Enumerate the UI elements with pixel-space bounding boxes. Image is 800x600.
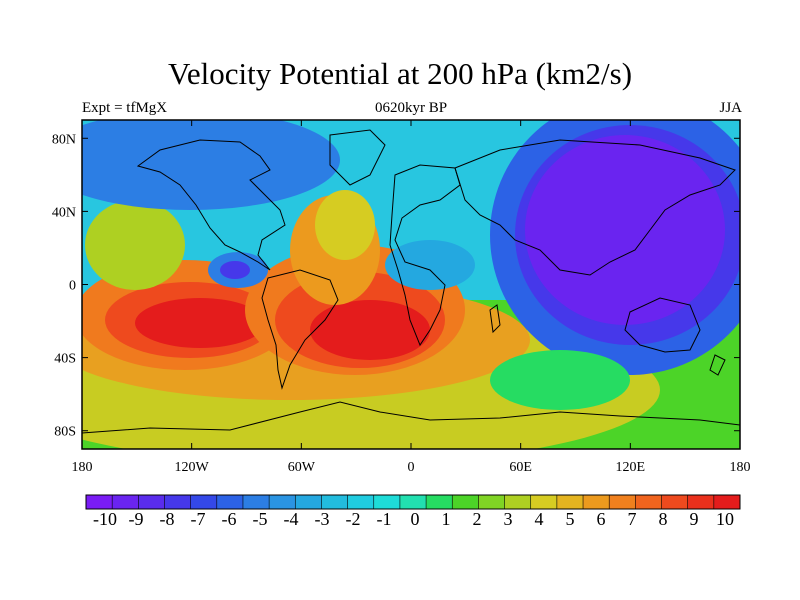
colorbar-swatch — [347, 495, 375, 509]
colorbar-swatch — [269, 495, 296, 509]
coastlines — [82, 129, 740, 434]
colorbar-swatch — [426, 495, 453, 509]
lat-label: 80S — [54, 425, 76, 440]
eurasia-coast — [454, 139, 736, 276]
colorbar-swatch — [661, 495, 689, 509]
lat-label: 40S — [54, 352, 76, 367]
atlantic-tongue-tip — [315, 190, 375, 260]
colorbar-label: -7 — [191, 509, 206, 529]
colorbar-swatch — [216, 495, 244, 509]
colorbar-swatch — [687, 495, 715, 509]
colorbar-label: 3 — [504, 509, 513, 529]
east-pacific-anomaly-core — [135, 298, 265, 348]
colorbar-swatch — [452, 495, 479, 509]
lon-label: 0 — [408, 460, 415, 475]
colorbar-frame — [85, 494, 741, 510]
africa-negative-anomaly — [385, 240, 475, 290]
colorbar-swatch — [373, 495, 401, 509]
tick-marks — [81, 120, 741, 449]
colorbar-label: 10 — [716, 509, 734, 529]
lon-label: 120W — [175, 460, 210, 475]
experiment-label: Expt = tfMgX — [82, 100, 168, 116]
colorbar-label: 0 — [411, 509, 420, 529]
contour-field — [82, 120, 740, 449]
south-atlantic-anomaly-core — [310, 300, 430, 360]
colorbar-swatch — [242, 495, 270, 509]
lon-label: 60W — [288, 460, 316, 475]
pacific-tongue — [85, 200, 185, 290]
colorbar-label: 8 — [659, 509, 668, 529]
lon-label: 120E — [616, 460, 646, 475]
colorbar-label: 7 — [628, 509, 637, 529]
colorbar-swatch — [164, 495, 192, 509]
colorbar-label: -3 — [315, 509, 330, 529]
colorbar-label: -10 — [93, 509, 117, 529]
greenland-coast — [329, 129, 386, 186]
colorbar-label: -9 — [129, 509, 144, 529]
colorbar-label: -2 — [346, 509, 361, 529]
colorbar-label: -5 — [253, 509, 268, 529]
latitude-labels: 80N 40N 0 40S 80S — [52, 132, 76, 439]
colorbar-label: -4 — [284, 509, 299, 529]
madagascar-coast — [489, 304, 501, 334]
southern-indian-ocean-patch — [490, 350, 630, 410]
colorbar-label: 2 — [473, 509, 482, 529]
lon-label: 180 — [730, 460, 751, 475]
colorbar-swatch — [321, 495, 348, 509]
colorbar-label: 4 — [535, 509, 544, 529]
colorbar-swatch — [295, 495, 322, 509]
colorbar-swatch — [635, 495, 662, 509]
colorbar-swatch — [399, 495, 427, 509]
antarctica-coast — [82, 401, 740, 434]
lon-label: 60E — [509, 460, 532, 475]
new-zealand-coast — [709, 354, 726, 376]
south-america-coast — [261, 269, 339, 390]
season-label: JJA — [719, 100, 742, 116]
arctic-negative-anomaly — [82, 120, 340, 210]
colorbar-swatch — [190, 495, 218, 509]
colorbar-label: 6 — [597, 509, 606, 529]
lat-label: 80N — [52, 132, 76, 147]
colorbar-label: 5 — [566, 509, 575, 529]
colorbar-swatch — [112, 495, 139, 509]
asia-negative-core — [525, 135, 725, 325]
colorbar-swatch — [478, 495, 505, 509]
map-title: Velocity Potential at 200 hPa (km2/s) — [167, 56, 633, 91]
colorbar-swatch — [583, 495, 610, 509]
longitude-labels: 180 120W 60W 0 60E 120E 180 — [72, 460, 751, 475]
colorbar — [85, 494, 741, 510]
colorbar-swatch — [609, 495, 636, 509]
colorbar-label: -6 — [222, 509, 237, 529]
colorbar-label: -1 — [377, 509, 392, 529]
north-america-coast — [136, 139, 286, 271]
colorbar-label: 1 — [442, 509, 451, 529]
central-america-negative-core — [220, 261, 250, 279]
colorbar-swatch — [530, 495, 558, 509]
colorbar-label: -8 — [160, 509, 175, 529]
colorbar-swatch — [713, 495, 741, 509]
colorbar-swatch — [556, 495, 584, 509]
colorbar-swatch — [138, 495, 165, 509]
europe-africa-coast — [389, 164, 461, 347]
colorbar-swatch — [86, 495, 113, 509]
colorbar-labels: -10 -9 -8 -7 -6 -5 -4 -3 -2 -1 0 1 2 3 4 5 6 7 8 9 10 — [93, 509, 734, 529]
colorbar-label: 9 — [690, 509, 699, 529]
period-label: 0620kyr BP — [374, 100, 448, 116]
lat-label: 40N — [52, 205, 76, 220]
lat-label: 0 — [69, 279, 76, 294]
colorbar-swatch — [504, 495, 532, 509]
australia-coast — [624, 297, 701, 353]
lon-label: 180 — [72, 460, 93, 475]
